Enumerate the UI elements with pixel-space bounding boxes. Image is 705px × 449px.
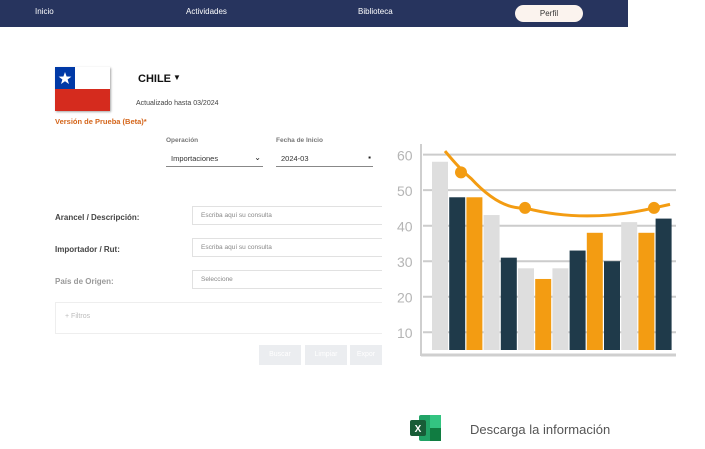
importador-label: Importador / Rut: xyxy=(55,245,120,254)
chart-bar xyxy=(569,250,586,350)
nav-actividades[interactable]: Actividades xyxy=(186,7,227,16)
chart-bar xyxy=(466,197,483,350)
trend-point xyxy=(519,201,531,214)
chevron-down-icon: ⌄ xyxy=(254,153,261,162)
svg-text:X: X xyxy=(415,424,422,435)
y-tick-label: 10 xyxy=(397,325,413,341)
limpiar-button[interactable]: Limpiar xyxy=(305,345,347,365)
filtros-label: Filtros xyxy=(71,313,91,320)
chart-bar xyxy=(621,222,638,350)
country-selector[interactable]: CHILE xyxy=(138,73,171,85)
chart-bar xyxy=(432,161,448,350)
y-tick-label: 60 xyxy=(397,148,413,164)
chart-bar xyxy=(518,268,534,350)
fecha-inicio-input[interactable]: 2024-03 ▪ xyxy=(276,153,373,167)
nav-perfil-button[interactable]: Perfil xyxy=(515,5,583,22)
updated-text: Actualizado hasta 03/2024 xyxy=(136,100,219,107)
calendar-icon: ▪ xyxy=(368,153,371,162)
download-link[interactable]: Descarga la información xyxy=(470,422,611,437)
chart-bar xyxy=(604,261,620,350)
chevron-down-icon[interactable]: ▼ xyxy=(173,73,181,82)
chart-bar xyxy=(500,257,517,350)
chart-bar xyxy=(535,278,552,350)
importador-placeholder: Escriba aquí su consulta xyxy=(201,244,272,251)
chart-bar xyxy=(483,215,500,350)
illustration-chart: 10 20 30 40 50 60 xyxy=(397,144,676,357)
pais-origen-label: País de Origen: xyxy=(55,277,114,286)
importador-input[interactable]: Escriba aquí su consulta xyxy=(192,238,382,257)
chart-bar xyxy=(586,232,603,350)
fecha-inicio-value: 2024-03 xyxy=(281,154,309,163)
chart-bar xyxy=(638,232,655,350)
beta-label: Versión de Prueba (Beta)* xyxy=(55,117,147,126)
fecha-inicio-label: Fecha de Inicio xyxy=(276,137,323,144)
y-tick-label: 40 xyxy=(397,219,413,235)
pais-origen-placeholder: Seleccione xyxy=(201,276,233,283)
exportar-button[interactable]: Expor xyxy=(350,345,382,365)
chart-bar xyxy=(552,268,569,350)
chart-bar xyxy=(449,197,466,350)
trend-point xyxy=(455,166,467,179)
operacion-value: Importaciones xyxy=(171,154,219,163)
pais-origen-select[interactable]: Seleccione xyxy=(192,270,382,289)
operacion-label: Operación xyxy=(166,137,199,144)
nav-inicio[interactable]: Inicio xyxy=(35,7,54,16)
chart-bar xyxy=(655,218,672,350)
excel-icon[interactable]: X xyxy=(410,415,441,441)
y-tick-label: 50 xyxy=(397,183,413,199)
top-navigation: Inicio Actividades Biblioteca Perfil xyxy=(0,0,628,27)
arancel-placeholder: Escriba aquí su consulta xyxy=(201,212,272,219)
plus-icon: + xyxy=(65,313,72,320)
y-tick-label: 30 xyxy=(397,254,413,270)
arancel-input[interactable]: Escriba aquí su consulta xyxy=(192,206,382,225)
y-tick-label: 20 xyxy=(397,290,413,306)
filtros-panel[interactable]: + Filtros xyxy=(55,302,382,334)
chile-flag-icon xyxy=(55,67,110,111)
nav-biblioteca[interactable]: Biblioteca xyxy=(358,7,393,16)
trend-point xyxy=(648,201,660,214)
arancel-label: Arancel / Descripción: xyxy=(55,213,140,222)
operacion-select[interactable]: Importaciones ⌄ xyxy=(166,153,263,167)
buscar-button[interactable]: Buscar xyxy=(259,345,301,365)
